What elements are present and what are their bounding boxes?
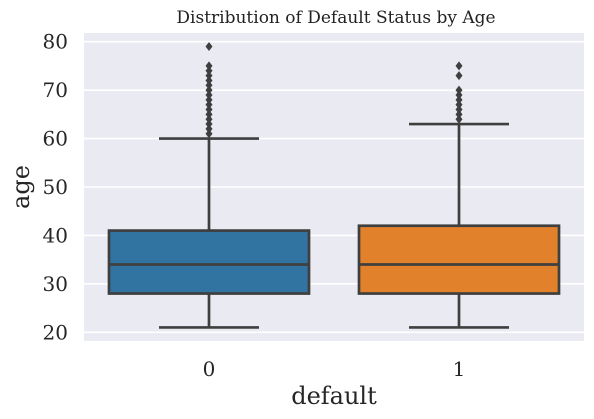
outlier-point: [455, 90, 463, 100]
outlier-point: [205, 95, 213, 105]
y-axis-label: age: [7, 165, 35, 209]
y-tick-label: 80: [43, 30, 68, 54]
y-tick-label: 20: [43, 320, 68, 344]
outlier-point: [455, 85, 463, 95]
outlier-point: [205, 85, 213, 95]
outlier-point: [455, 109, 463, 119]
box-group-1: [357, 61, 561, 329]
outlier-point: [455, 95, 463, 105]
outlier-point: [205, 90, 213, 100]
y-tick-label: 70: [43, 78, 68, 102]
outlier-point: [205, 71, 213, 81]
outlier-point: [205, 42, 213, 52]
y-tick-labels: 20 30 40 50 60 70 80: [43, 30, 68, 345]
x-axis-label: default: [291, 382, 377, 410]
boxes: [107, 42, 561, 329]
outlier-point: [205, 119, 213, 129]
y-tick-label: 40: [43, 223, 68, 247]
y-tick-label: 50: [43, 175, 68, 199]
outlier-point: [205, 61, 213, 71]
box-iqr: [357, 224, 561, 295]
box-group-0: [107, 42, 311, 329]
outlier-point: [205, 100, 213, 110]
outlier-point: [455, 114, 463, 124]
outlier-point: [205, 109, 213, 119]
outlier-point: [205, 114, 213, 124]
y-tick-label: 30: [43, 272, 68, 296]
outlier-point: [455, 71, 463, 81]
outlier-point: [205, 75, 213, 85]
y-tick-label: 60: [43, 127, 68, 151]
x-tick-label: 0: [203, 357, 216, 381]
x-tick-label: 1: [453, 357, 466, 381]
outlier-point: [205, 124, 213, 134]
outlier-point: [205, 66, 213, 76]
outlier-point: [455, 61, 463, 71]
box-iqr: [107, 229, 311, 295]
outlier-point: [455, 100, 463, 110]
chart-title: Distribution of Default Status by Age: [176, 8, 495, 28]
outlier-point: [205, 80, 213, 90]
outlier-point: [455, 105, 463, 115]
outlier-point: [205, 129, 213, 139]
outlier-point: [205, 105, 213, 115]
